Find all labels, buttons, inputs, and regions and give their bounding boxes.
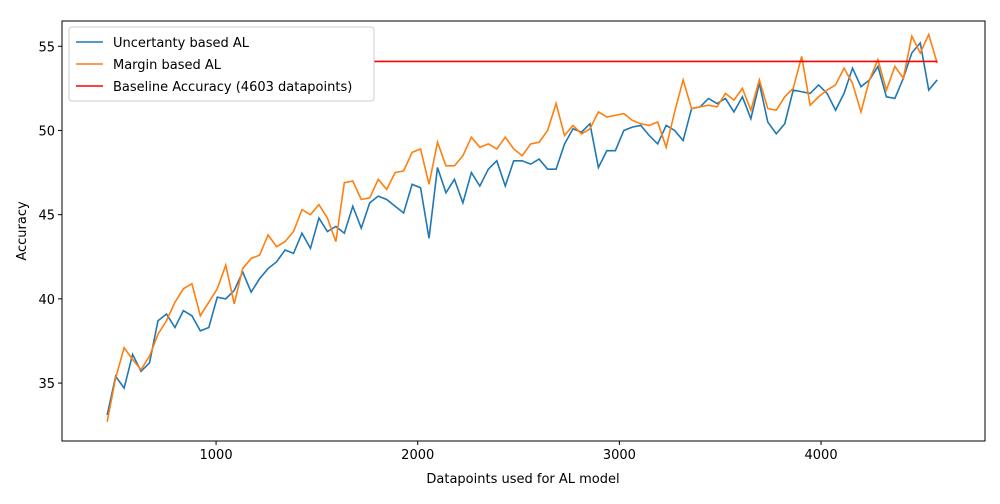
y-tick-label: 50 (38, 124, 55, 139)
x-tick-label: 4000 (805, 448, 838, 463)
legend-label: Baseline Accuracy (4603 datapoints) (113, 80, 352, 95)
series-line (106, 41, 938, 416)
y-tick-label: 35 (38, 377, 55, 392)
legend: Uncertanty based AL Margin based AL Baseli… (68, 26, 375, 102)
y-axis-label: Accuracy (15, 201, 30, 261)
legend-label: Uncertanty based AL (113, 36, 250, 51)
x-axis-label: Datapoints used for AL model (426, 472, 619, 487)
series-line (106, 32, 938, 422)
x-tick-label: 3000 (603, 448, 636, 463)
y-tick-label: 40 (38, 293, 55, 308)
x-tick-label: 1000 (200, 448, 233, 463)
legend-label: Margin based AL (113, 58, 222, 73)
legend-box (68, 26, 375, 102)
y-tick-label: 45 (38, 209, 55, 224)
y-tick-label: 55 (38, 40, 55, 55)
plot-frame (61, 20, 986, 442)
x-tick-label: 2000 (401, 448, 434, 463)
